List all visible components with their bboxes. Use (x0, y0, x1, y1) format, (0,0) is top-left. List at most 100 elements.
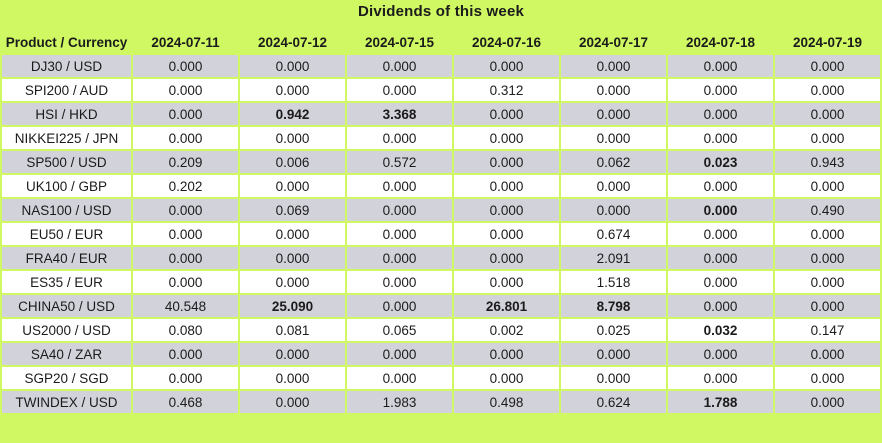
value-cell: 0.000 (454, 127, 559, 149)
product-cell: HSI / HKD (2, 103, 131, 125)
dividends-table: Product / Currency 2024-07-11 2024-07-12 2… (0, 29, 882, 415)
value-cell: 0.000 (347, 55, 452, 77)
value-cell: 0.000 (240, 175, 345, 197)
value-cell: 0.000 (775, 271, 880, 293)
corner-header: Product / Currency (5, 34, 128, 50)
product-cell: NIKKEI225 / JPN (2, 127, 131, 149)
value-cell: 0.000 (133, 247, 238, 269)
product-cell: SP500 / USD (2, 151, 131, 173)
value-cell: 0.000 (240, 127, 345, 149)
value-cell: 0.000 (775, 343, 880, 365)
table-row: CHINA50 / USD 40.548 25.090 0.000 26.801 8.79… (2, 295, 880, 317)
date-header: 2024-07-18 (685, 34, 756, 50)
value-cell: 8.798 (561, 295, 666, 317)
product-cell: UK100 / GBP (2, 175, 131, 197)
value-cell: 0.000 (133, 367, 238, 389)
table-row: US2000 / USD 0.080 0.081 0.065 0.002 0.025 0.0… (2, 319, 880, 341)
value-cell: 26.801 (454, 295, 559, 317)
value-cell: 0.000 (347, 295, 452, 317)
value-cell: 0.032 (668, 319, 773, 341)
value-cell: 0.000 (561, 343, 666, 365)
value-cell: 0.674 (561, 223, 666, 245)
value-cell: 0.000 (561, 79, 666, 101)
product-cell: US2000 / USD (2, 319, 131, 341)
value-cell: 0.000 (240, 271, 345, 293)
value-cell: 0.000 (668, 295, 773, 317)
value-cell: 0.000 (454, 343, 559, 365)
value-cell: 0.000 (561, 199, 666, 221)
product-cell: CHINA50 / USD (2, 295, 131, 317)
value-cell: 0.000 (668, 79, 773, 101)
value-cell: 0.062 (561, 151, 666, 173)
value-cell: 0.000 (454, 103, 559, 125)
value-cell: 0.000 (347, 175, 452, 197)
product-cell: ES35 / EUR (2, 271, 131, 293)
value-cell: 0.209 (133, 151, 238, 173)
value-cell: 0.000 (668, 175, 773, 197)
value-cell: 0.000 (347, 223, 452, 245)
value-cell: 40.548 (133, 295, 238, 317)
value-cell: 0.025 (561, 319, 666, 341)
value-cell: 0.000 (561, 367, 666, 389)
value-cell: 0.069 (240, 199, 345, 221)
date-header: 2024-07-17 (578, 34, 649, 50)
value-cell: 0.080 (133, 319, 238, 341)
table-row: HSI / HKD 0.000 0.942 3.368 0.000 0.000 0.000 0… (2, 103, 880, 125)
value-cell: 0.000 (133, 127, 238, 149)
value-cell: 0.000 (668, 103, 773, 125)
value-cell: 0.000 (133, 79, 238, 101)
value-cell: 0.498 (454, 391, 559, 413)
value-cell: 0.000 (240, 367, 345, 389)
value-cell: 0.312 (454, 79, 559, 101)
value-cell: 0.000 (668, 271, 773, 293)
value-cell: 0.000 (561, 103, 666, 125)
value-cell: 0.000 (240, 343, 345, 365)
page-title: Dividends of this week (357, 3, 525, 20)
product-cell: SGP20 / SGD (2, 367, 131, 389)
table-row: SA40 / ZAR 0.000 0.000 0.000 0.000 0.000 0.000… (2, 343, 880, 365)
product-cell: EU50 / EUR (2, 223, 131, 245)
value-cell: 0.000 (668, 55, 773, 77)
value-cell: 0.000 (775, 103, 880, 125)
table-row: NIKKEI225 / JPN 0.000 0.000 0.000 0.000 0.000… (2, 127, 880, 149)
value-cell: 0.000 (775, 223, 880, 245)
value-cell: 0.000 (775, 247, 880, 269)
value-cell: 0.943 (775, 151, 880, 173)
value-cell: 0.000 (668, 247, 773, 269)
value-cell: 0.000 (454, 55, 559, 77)
value-cell: 0.000 (347, 199, 452, 221)
value-cell: 0.000 (668, 367, 773, 389)
value-cell: 0.000 (775, 127, 880, 149)
value-cell: 0.624 (561, 391, 666, 413)
header-row: Product / Currency 2024-07-11 2024-07-12 2… (2, 31, 880, 53)
table-row: UK100 / GBP 0.202 0.000 0.000 0.000 0.000 0.00… (2, 175, 880, 197)
value-cell: 0.000 (454, 271, 559, 293)
date-header: 2024-07-12 (257, 34, 328, 50)
value-cell: 0.000 (133, 199, 238, 221)
date-header: 2024-07-15 (364, 34, 435, 50)
value-cell: 0.000 (454, 223, 559, 245)
value-cell: 2.091 (561, 247, 666, 269)
product-cell: TWINDEX / USD (2, 391, 131, 413)
value-cell: 0.000 (775, 79, 880, 101)
value-cell: 0.000 (561, 127, 666, 149)
value-cell: 0.000 (240, 79, 345, 101)
value-cell: 0.000 (454, 199, 559, 221)
value-cell: 0.202 (133, 175, 238, 197)
value-cell: 0.000 (775, 295, 880, 317)
value-cell: 0.000 (347, 343, 452, 365)
value-cell: 0.000 (668, 199, 773, 221)
table-row: TWINDEX / USD 0.468 0.000 1.983 0.498 0.624 1.… (2, 391, 880, 413)
value-cell: 0.572 (347, 151, 452, 173)
value-cell: 0.000 (775, 175, 880, 197)
value-cell: 0.000 (347, 127, 452, 149)
date-header: 2024-07-11 (151, 34, 220, 50)
table-row: DJ30 / USD 0.000 0.000 0.000 0.000 0.000 0.000… (2, 55, 880, 77)
value-cell: 0.000 (240, 223, 345, 245)
product-cell: SPI200 / AUD (2, 79, 131, 101)
value-cell: 0.000 (454, 151, 559, 173)
value-cell: 0.000 (347, 79, 452, 101)
table-row: FRA40 / EUR 0.000 0.000 0.000 0.000 2.091 0.00… (2, 247, 880, 269)
value-cell: 0.000 (775, 55, 880, 77)
table-row: SP500 / USD 0.209 0.006 0.572 0.000 0.062 0.02… (2, 151, 880, 173)
